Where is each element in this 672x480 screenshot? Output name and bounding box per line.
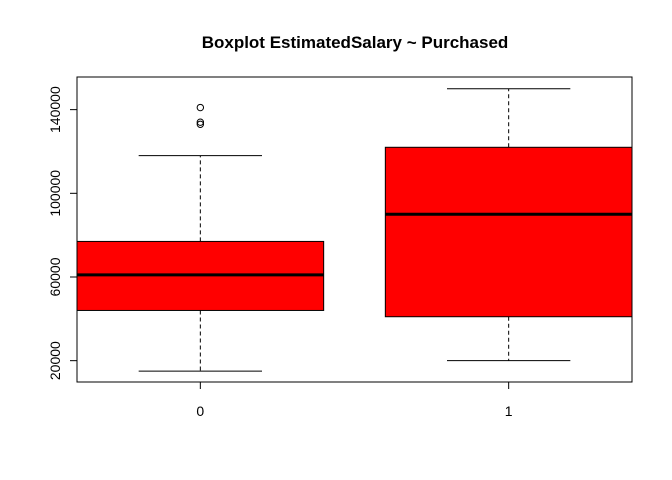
x-tick-label: 1 (505, 403, 513, 419)
y-tick-label: 140000 (47, 86, 63, 133)
x-tick-label: 0 (196, 403, 204, 419)
y-tick-label: 100000 (47, 170, 63, 217)
y-tick-label: 20000 (47, 341, 63, 380)
chart-title: Boxplot EstimatedSalary ~ Purchased (202, 33, 509, 52)
outlier-point (196, 103, 205, 112)
y-tick-label: 60000 (47, 257, 63, 296)
outlier-point (196, 120, 205, 128)
outlier-point (196, 118, 205, 126)
box-iqr (384, 146, 633, 318)
